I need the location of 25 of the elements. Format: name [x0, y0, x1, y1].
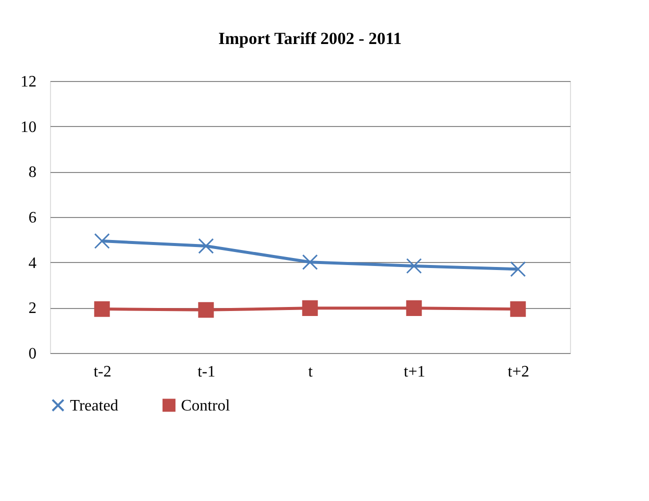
legend-label: Control	[181, 397, 230, 414]
point	[94, 301, 110, 317]
legend-label: Treated	[70, 397, 118, 414]
y-tick-label: 10	[20, 118, 36, 136]
point	[406, 300, 422, 316]
point	[510, 261, 526, 277]
x-tick-label: t-1	[198, 364, 216, 380]
y-tick-label: 12	[20, 74, 36, 90]
x-tick-label: t+1	[404, 364, 426, 380]
point	[198, 302, 214, 318]
y-tick-label: 4	[28, 254, 36, 272]
y-tick-label: 2	[28, 300, 36, 318]
point	[302, 254, 318, 270]
x-tick-label: t+2	[508, 364, 530, 380]
x-tick-label: t	[308, 364, 314, 380]
y-tick-label: 0	[28, 346, 36, 362]
point	[302, 300, 318, 316]
point	[406, 258, 422, 274]
y-tick-label: 8	[28, 164, 36, 182]
point	[94, 233, 110, 249]
point	[198, 238, 214, 254]
x-tick-label: t-2	[94, 364, 112, 380]
y-tick-label: 6	[28, 210, 36, 226]
chart-title: Import Tariff 2002 - 2011	[218, 29, 402, 48]
point	[510, 301, 526, 317]
